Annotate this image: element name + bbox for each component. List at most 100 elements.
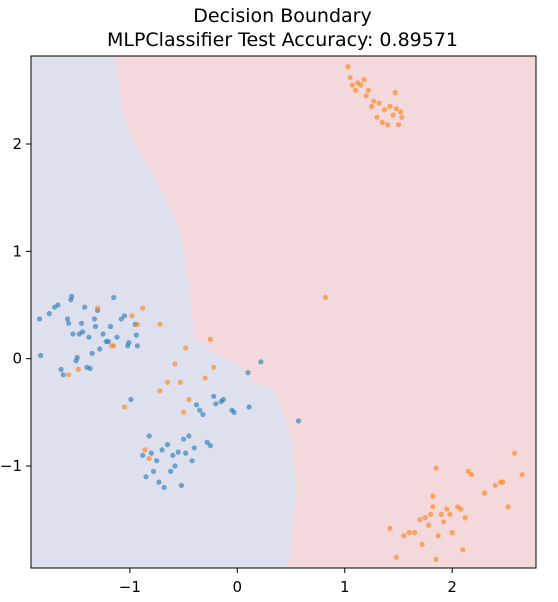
class-1-point <box>202 375 208 381</box>
class-0-point <box>118 316 124 322</box>
class-0-point <box>92 323 99 330</box>
class-0-point <box>37 316 43 322</box>
class-1-point <box>66 372 72 378</box>
class-1-point <box>347 74 353 81</box>
class-0-point <box>207 443 213 449</box>
class-0-point <box>246 404 252 410</box>
class-1-point <box>458 506 464 512</box>
class-1-point <box>322 294 328 301</box>
class-0-point <box>178 482 184 488</box>
class-1-point <box>419 541 425 548</box>
class-1-point <box>95 305 101 311</box>
class-1-point <box>164 379 171 385</box>
class-0-point <box>164 442 171 448</box>
decision-region-class-0 <box>31 56 297 568</box>
class-0-point <box>66 320 72 326</box>
class-0-point <box>181 436 187 442</box>
class-1-point <box>146 455 152 462</box>
class-0-point <box>87 365 93 371</box>
class-1-point <box>500 479 506 485</box>
class-1-point <box>519 472 525 478</box>
class-1-point <box>387 525 393 531</box>
class-0-point <box>86 334 92 340</box>
plot-area <box>31 56 536 568</box>
class-1-point <box>140 305 146 311</box>
class-1-point <box>465 468 471 474</box>
chart-title-line-2: MLPClassifier Test Accuracy: 0.89571 <box>107 29 458 51</box>
class-1-point <box>387 103 393 109</box>
class-0-point <box>133 332 139 338</box>
class-1-point <box>371 98 377 104</box>
class-1-point <box>430 493 436 499</box>
class-1-point <box>111 343 117 349</box>
x-tick-label: 0 <box>233 578 243 596</box>
class-1-point <box>433 556 439 563</box>
class-0-point <box>148 450 154 456</box>
class-1-point <box>157 388 163 394</box>
class-0-point <box>175 449 181 455</box>
class-0-point <box>64 316 71 322</box>
class-0-point <box>213 401 219 407</box>
class-0-point <box>82 304 88 310</box>
class-1-point <box>492 482 498 488</box>
class-1-point <box>433 465 439 471</box>
class-0-point <box>74 355 80 361</box>
class-1-point <box>511 450 518 456</box>
class-0-point <box>140 452 146 458</box>
class-1-point <box>207 336 213 342</box>
class-0-point <box>220 396 226 403</box>
class-1-point <box>186 396 192 403</box>
y-tick-label: −1 <box>0 457 22 475</box>
class-1-point <box>430 504 436 510</box>
class-1-point <box>172 361 178 367</box>
class-1-point <box>376 100 382 106</box>
class-0-point <box>55 302 61 308</box>
class-0-point <box>150 468 157 474</box>
class-0-point <box>154 458 160 464</box>
class-0-point <box>111 294 117 301</box>
class-0-point <box>183 450 189 456</box>
class-0-point <box>191 445 197 451</box>
class-0-point <box>193 402 200 408</box>
class-1-point <box>381 107 388 113</box>
class-0-point <box>100 331 106 337</box>
x-tick-label: 1 <box>340 578 350 596</box>
class-0-point <box>107 323 114 330</box>
class-1-point <box>142 447 148 453</box>
class-0-point <box>245 370 251 376</box>
class-1-point <box>374 114 380 120</box>
x-tick-label: 2 <box>447 578 457 596</box>
class-1-point <box>75 366 81 372</box>
class-1-point <box>435 533 441 539</box>
class-0-point <box>114 334 120 340</box>
class-1-point <box>412 530 418 536</box>
class-1-point <box>447 511 453 517</box>
class-1-point <box>365 87 371 93</box>
class-0-point <box>58 366 64 372</box>
class-1-point <box>177 379 183 385</box>
class-0-point <box>258 359 264 365</box>
class-1-point <box>426 522 432 528</box>
class-1-point <box>345 64 351 70</box>
class-1-point <box>505 504 511 510</box>
class-1-point <box>393 106 399 112</box>
class-1-point <box>183 345 189 351</box>
x-axis-ticks: −1 0 1 2 <box>119 568 457 596</box>
class-0-point <box>146 433 152 439</box>
class-0-point <box>97 346 103 352</box>
y-tick-label: 1 <box>12 242 22 260</box>
class-1-point <box>352 87 359 93</box>
class-1-point <box>390 112 396 118</box>
class-0-points <box>37 293 302 491</box>
class-1-point <box>422 515 428 521</box>
class-1-point <box>369 103 375 109</box>
class-0-point <box>295 418 302 424</box>
class-0-point <box>231 409 237 415</box>
class-1-point <box>460 547 466 553</box>
y-axis-ticks: −1 0 1 2 <box>0 135 31 475</box>
class-0-point <box>126 340 132 346</box>
class-0-point <box>200 411 206 418</box>
class-1-point <box>392 89 398 96</box>
class-1-point <box>468 472 475 478</box>
